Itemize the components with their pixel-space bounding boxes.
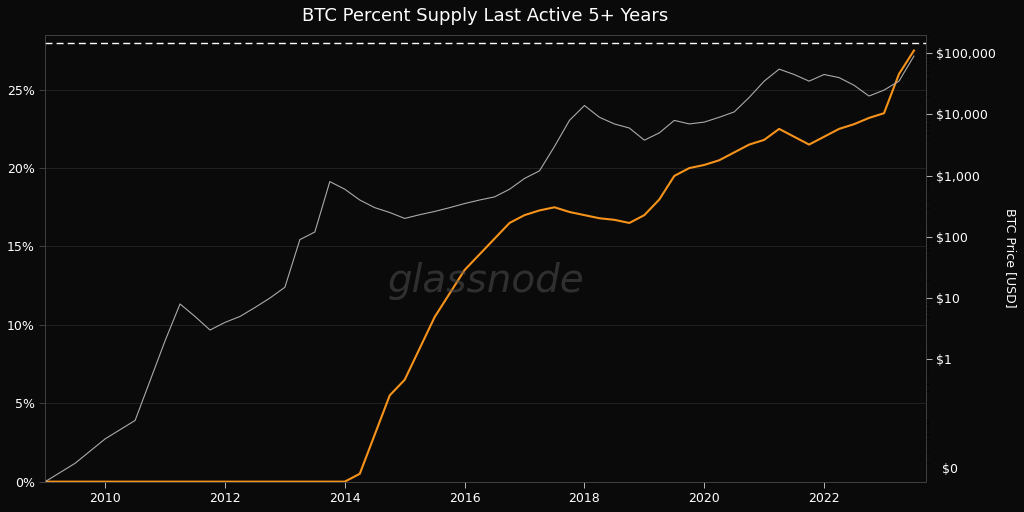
Text: $0: $0	[942, 463, 957, 476]
Title: BTC Percent Supply Last Active 5+ Years: BTC Percent Supply Last Active 5+ Years	[302, 7, 669, 25]
Y-axis label: BTC Price [USD]: BTC Price [USD]	[1005, 208, 1017, 308]
Text: glassnode: glassnode	[387, 262, 584, 300]
